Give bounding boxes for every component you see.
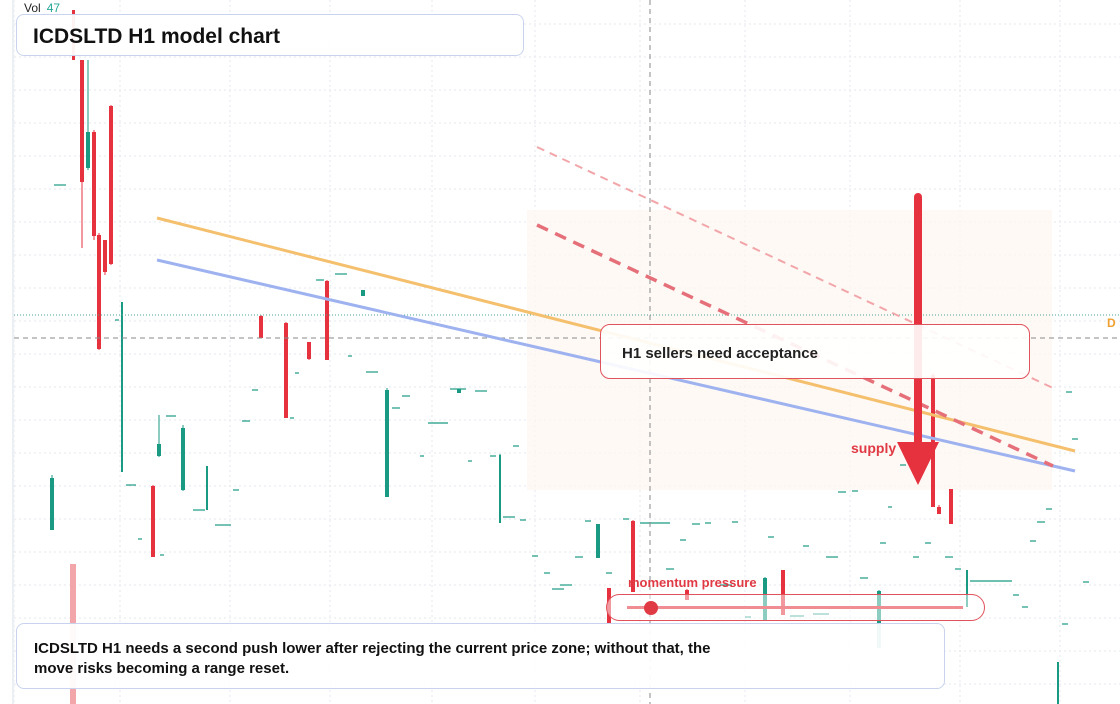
candle-body [80,60,84,182]
candle-body [499,455,501,523]
candle-body [1057,662,1059,704]
candle-body [781,570,785,615]
note-panel: ICDSLTD H1 needs a second push lower aft… [16,623,945,689]
candle-body [325,281,329,360]
candles [50,60,1089,704]
candle-body [121,302,123,472]
title-panel: ICDSLTD H1 model chart [16,14,524,56]
candle-body [50,478,54,530]
price-scale-label: D [1107,316,1116,330]
momentum-label: momentum pressure [628,575,757,590]
candle-body [97,235,101,349]
candle-body [284,323,288,418]
candle-body [949,489,953,524]
volume-label: Vol [24,1,41,15]
candle-body [937,507,941,514]
resistance-dashed-upper [536,146,1054,389]
candle-body [361,290,365,296]
momentum-slider-track [627,606,963,609]
candle-body [966,570,968,607]
candle-body [206,466,208,510]
candle-body [307,342,311,359]
candle-body [103,240,107,272]
candle-body [86,132,90,168]
volume-value: 47 [46,1,61,15]
note-text: ICDSLTD H1 needs a second push lower aft… [34,640,711,677]
candle-body [931,375,935,507]
volume-bars [70,10,76,704]
candle-body [457,389,461,393]
candle-body [631,521,635,592]
callout-text: H1 sellers need acceptance [622,345,818,362]
candle-body [109,106,113,264]
supply-label: supply [851,440,897,456]
momentum-slider-knob[interactable] [644,601,658,615]
candle-body [385,390,389,497]
candle-body [151,486,155,557]
callout-box: H1 sellers need acceptance [600,324,1030,379]
down-arrow-head [897,442,939,485]
candle-body [92,132,96,236]
candle-body [157,444,161,456]
momentum-slider[interactable] [606,594,985,621]
candle-body [596,524,600,558]
candle-body [259,316,263,338]
chart-title: ICDSLTD H1 model chart [33,25,280,48]
volume-readout: Vol 47 [24,1,60,15]
candle-body [181,428,185,490]
